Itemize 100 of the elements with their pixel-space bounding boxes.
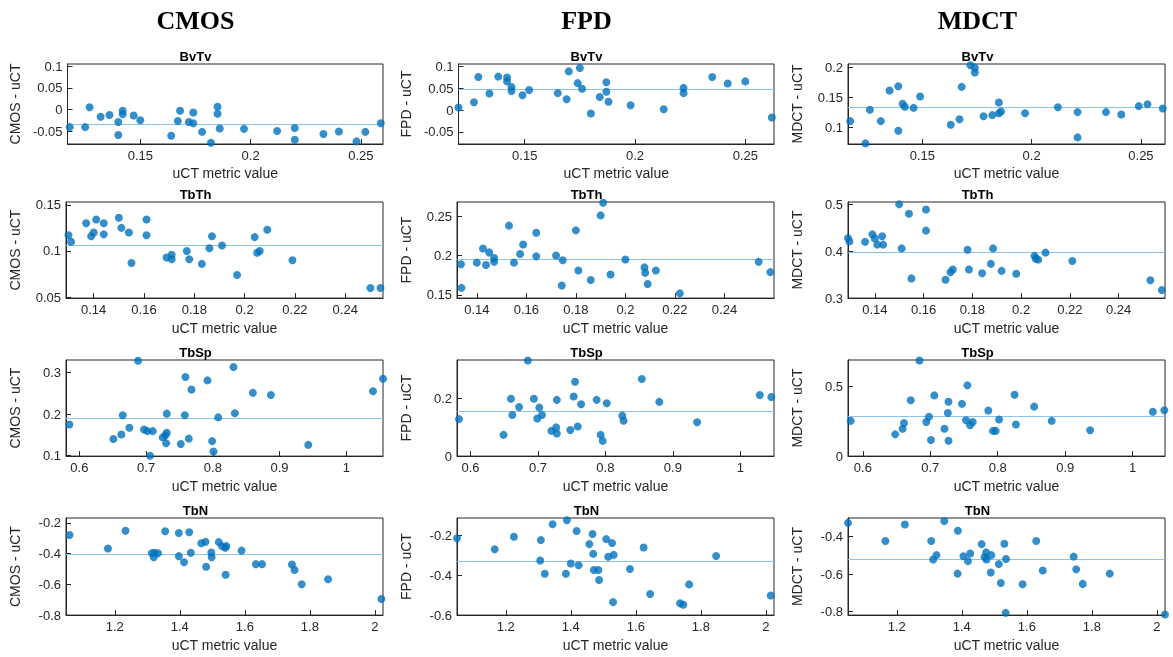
y-tick-label: -0.4: [38, 546, 61, 562]
y-axis-title: CMOS - uCT: [7, 525, 23, 607]
y-tick-label: 0.2: [824, 59, 843, 75]
x-tick-label: 0.6: [70, 460, 89, 476]
chart-title: TbN: [573, 503, 600, 518]
y-tick-label: 0: [835, 448, 843, 464]
x-tick-label: 1: [1129, 460, 1137, 476]
x-tick-label: 0.6: [853, 460, 872, 476]
y-tick-label: -0.4: [429, 567, 452, 583]
x-tick-label: 1.2: [496, 619, 515, 635]
y-axis-title: FPD - uCT: [398, 70, 414, 138]
x-tick-label: 1.2: [105, 619, 124, 635]
y-tick-label: 0.5: [824, 196, 843, 212]
y-tick-label: -0.2: [38, 515, 61, 531]
y-tick-label: -0.8: [38, 607, 61, 623]
y-tick-label: 0.05: [37, 80, 63, 96]
x-tick-label: 0.8: [596, 460, 615, 476]
x-axis-title: uCT metric value: [562, 320, 669, 336]
x-tick-label: 0.22: [282, 302, 308, 318]
y-axis-title: FPD - uCT: [398, 216, 414, 284]
x-tick-label: 1: [342, 460, 350, 476]
y-axis-title: CMOS - uCT: [7, 63, 23, 145]
x-axis-title: uCT metric value: [562, 637, 669, 653]
chart-title: TbN: [182, 503, 209, 518]
chart-title: BvTv: [961, 49, 995, 64]
y-tick-label: 0.2: [433, 248, 452, 264]
y-tick-label: 0.15: [426, 287, 452, 303]
x-tick-label: 0.15: [909, 148, 935, 163]
x-tick-label: 1.2: [887, 619, 906, 635]
x-tick-label: 0.14: [81, 302, 107, 318]
chart-title: TbSp: [961, 345, 994, 360]
x-axis-title: uCT metric value: [562, 478, 669, 494]
y-tick-label: -0.6: [429, 607, 452, 623]
chart-title: TbTh: [570, 187, 603, 202]
text: FPD: [561, 5, 612, 35]
y-axis-title: CMOS - uCT: [7, 209, 23, 291]
x-tick-label: 1.8: [300, 619, 319, 635]
x-axis-title: uCT metric value: [953, 165, 1060, 181]
x-tick-label: 0.25: [348, 148, 374, 163]
y-tick-label: -0.6: [38, 576, 61, 592]
y-tick-label: 0.5: [824, 378, 843, 394]
x-tick-label: 0.24: [711, 302, 738, 318]
y-axis-title: FPD - uCT: [398, 532, 414, 600]
x-tick-label: 0.2: [1022, 148, 1041, 163]
y-tick-label: 0.15: [817, 89, 843, 105]
x-tick-label: 0.22: [1057, 302, 1083, 318]
chart-title: BvTv: [179, 49, 213, 64]
y-tick-label: 0.2: [433, 391, 452, 407]
chart-title: TbSp: [179, 345, 212, 360]
x-tick-label: 0.14: [464, 302, 490, 318]
x-tick-label: 1.8: [691, 619, 710, 635]
x-tick-label: 0.16: [131, 302, 157, 318]
x-tick-label: 0.18: [181, 302, 207, 318]
x-tick-label: 1.6: [235, 619, 254, 635]
y-tick-label: 0.3: [42, 364, 61, 380]
x-tick-label: 1.6: [626, 619, 645, 635]
y-tick-label: 0.1: [824, 119, 843, 135]
x-tick-label: 1.8: [1082, 619, 1101, 635]
x-tick-label: 0.2: [625, 148, 645, 163]
x-tick-label: 0.7: [528, 460, 547, 476]
x-tick-label: 0.15: [512, 148, 538, 163]
y-tick-label: -0.6: [820, 566, 843, 582]
x-axis-title: uCT metric value: [171, 478, 278, 494]
y-tick-label: 0: [55, 101, 63, 117]
y-tick-label: 0: [444, 448, 452, 464]
y-tick-label: -0.05: [423, 124, 454, 140]
y-tick-label: 0.1: [44, 58, 63, 74]
x-axis-title: uCT metric value: [172, 165, 279, 181]
x-tick-label: 0.2: [235, 302, 254, 318]
x-tick-label: 0.14: [862, 302, 888, 318]
y-axis-title: FPD - uCT: [398, 374, 414, 442]
x-tick-label: 2: [762, 619, 770, 635]
x-tick-label: 0.18: [563, 302, 589, 318]
y-tick-label: 0.05: [35, 289, 61, 305]
y-tick-label: 0.05: [428, 80, 454, 96]
x-axis-title: uCT metric value: [171, 637, 278, 653]
y-tick-label: 0: [446, 102, 454, 118]
y-tick-label: -0.4: [820, 529, 843, 545]
x-tick-label: 2: [371, 619, 379, 635]
chart-title: BvTv: [570, 49, 604, 64]
x-tick-label: 0.24: [1106, 302, 1132, 318]
x-tick-label: 0.7: [137, 460, 156, 476]
x-tick-label: 0.9: [270, 460, 289, 476]
chart-title: TbTh: [961, 187, 994, 202]
x-tick-label: 2: [1153, 619, 1161, 635]
y-tick-label: -0.2: [429, 527, 452, 543]
x-tick-label: 0.2: [1012, 302, 1031, 318]
x-axis-title: uCT metric value: [953, 637, 1060, 653]
y-axis-title: MDCT - uCT: [789, 210, 805, 290]
x-axis-title: uCT metric value: [171, 320, 278, 336]
y-axis-title: CMOS - uCT: [7, 367, 23, 449]
x-tick-label: 0.9: [663, 460, 682, 476]
x-axis-title: uCT metric value: [953, 320, 1060, 336]
y-axis-title: MDCT - uCT: [789, 368, 805, 448]
x-tick-label: 0.6: [461, 460, 480, 476]
x-tick-label: 1.6: [1017, 619, 1036, 635]
x-tick-label: 0.22: [662, 302, 688, 318]
y-tick-label: 0.2: [42, 406, 61, 422]
x-axis-title: uCT metric value: [953, 478, 1060, 494]
x-tick-label: 0.2: [241, 148, 260, 163]
